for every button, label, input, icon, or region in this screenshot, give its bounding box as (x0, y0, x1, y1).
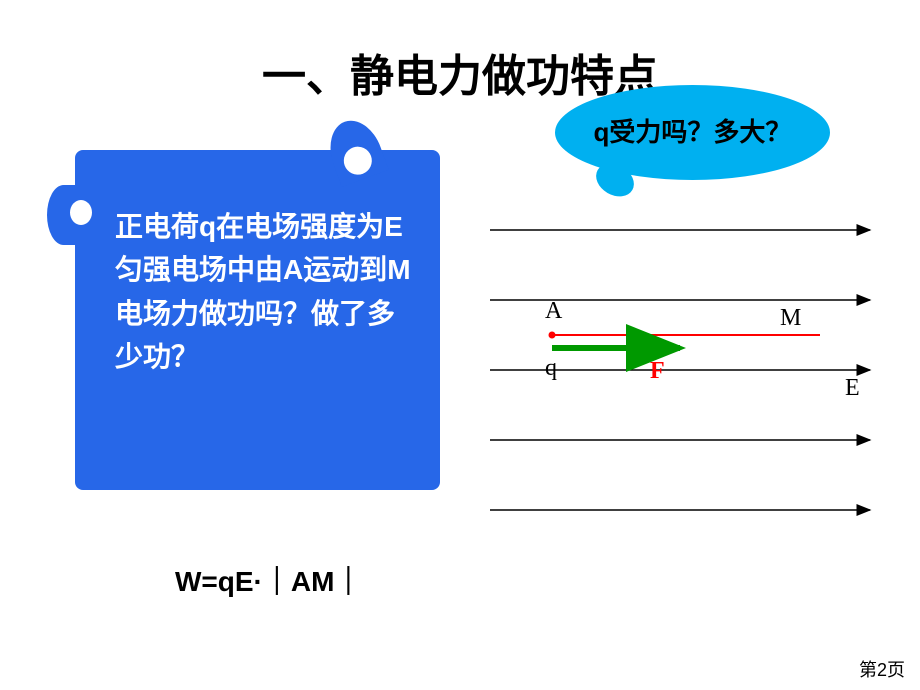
svg-text:q: q (545, 355, 557, 381)
svg-text:E: E (845, 375, 860, 401)
formula: W=qE·｜AM｜ (175, 560, 362, 600)
page-number: 第2页 (859, 656, 905, 682)
page-title: 一、静电力做功特点 (0, 40, 920, 104)
scroll-text: 正电荷q在电场强度为E匀强电场中由A运动到M电场力做功吗？做了多少功？ (115, 205, 415, 379)
speech-text: q受力吗？多大？ (594, 116, 792, 150)
speech-bubble: q受力吗？多大？ (555, 85, 830, 180)
svg-text:M: M (780, 305, 801, 331)
scroll-curl-left (47, 185, 87, 245)
diagram-svg: A Mq F E (490, 220, 880, 540)
field-diagram: A Mq F E (490, 220, 880, 540)
scroll-banner: 正电荷q在电场强度为E匀强电场中由A运动到M电场力做功吗？做了多少功？ (75, 150, 440, 490)
svg-text:F: F (650, 358, 665, 384)
svg-text:A: A (545, 298, 563, 324)
